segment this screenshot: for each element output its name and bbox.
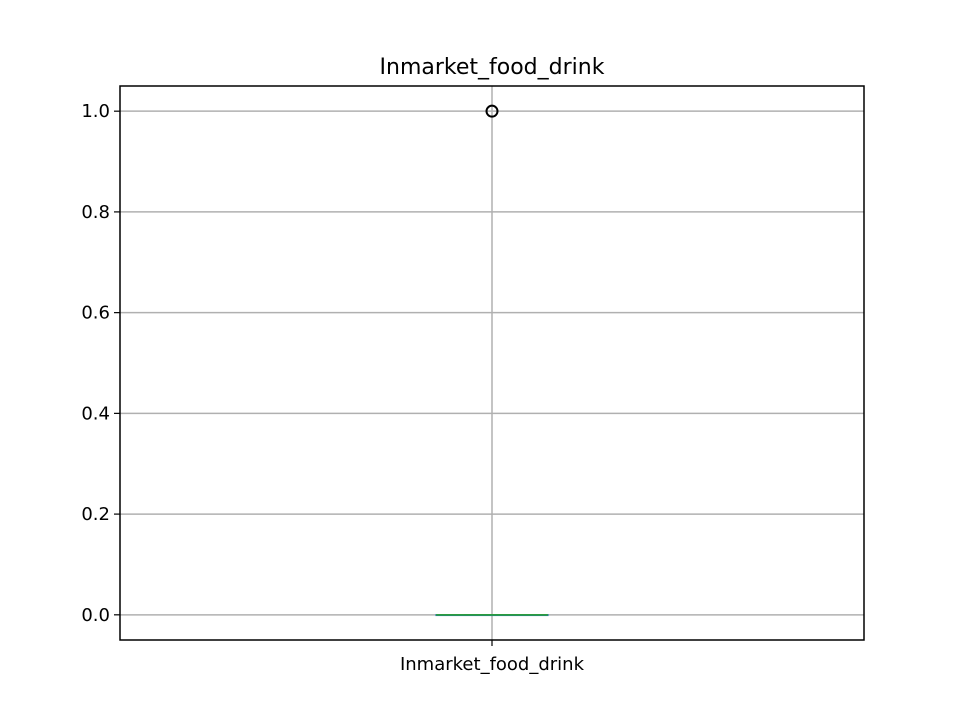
y-tick-label: 0.6 [81, 303, 110, 324]
y-tick-label: 0.0 [81, 605, 110, 626]
y-tick-label: 1.0 [81, 101, 110, 122]
plot-area [435, 104, 549, 617]
y-tick-label: 0.8 [81, 202, 110, 223]
axes [114, 85, 865, 646]
tick-labels: 0.0 0.2 0.4 0.6 0.8 1.0 Inmarket_food_drink [81, 101, 584, 675]
outlier-point [485, 104, 499, 118]
chart-title: Inmarket_food_drink [380, 55, 605, 80]
grid-lines [120, 86, 864, 640]
x-tick-label: Inmarket_food_drink [400, 654, 585, 675]
y-tick-label: 0.4 [81, 403, 110, 424]
axes-frame [119, 85, 865, 641]
y-tick-label: 0.2 [81, 504, 110, 525]
